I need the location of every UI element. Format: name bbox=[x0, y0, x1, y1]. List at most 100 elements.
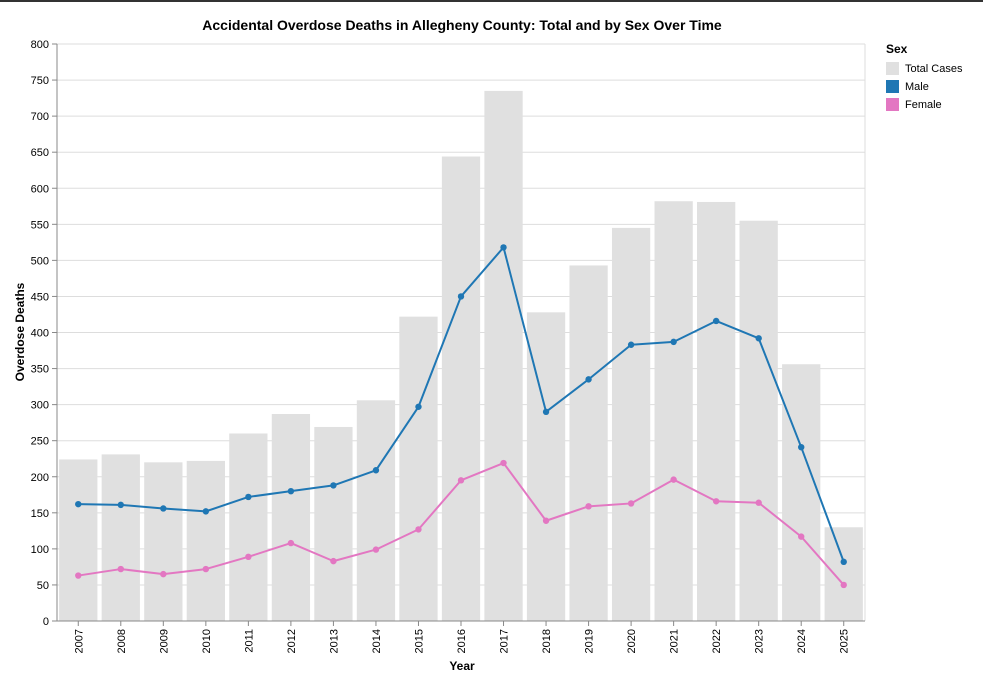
x-tick-label-2008: 2008 bbox=[116, 629, 128, 653]
bar-total-2021 bbox=[654, 201, 693, 622]
point-male-2021 bbox=[670, 338, 677, 346]
bar-total-2022 bbox=[697, 201, 736, 622]
y-tick-label-650: 650 bbox=[31, 147, 49, 159]
x-tick-label-2017: 2017 bbox=[499, 629, 511, 653]
legend-title: Sex bbox=[886, 42, 908, 56]
bar-total-2019 bbox=[569, 265, 608, 621]
point-male-2020 bbox=[627, 341, 635, 348]
x-tick-label-2016: 2016 bbox=[456, 629, 468, 653]
point-male-2017 bbox=[500, 244, 507, 251]
point-female-2023 bbox=[755, 499, 762, 506]
y-tick-label-400: 400 bbox=[31, 328, 49, 340]
x-tick-label-2013: 2013 bbox=[328, 629, 340, 653]
point-female-2022 bbox=[712, 498, 720, 505]
x-tick-label-2007: 2007 bbox=[73, 629, 85, 653]
point-female-2014 bbox=[372, 546, 380, 553]
bar-total-2010 bbox=[186, 460, 225, 621]
bar-total-2024 bbox=[782, 364, 821, 621]
point-female-2010 bbox=[202, 565, 210, 573]
point-male-2008 bbox=[117, 501, 124, 509]
bar-total-2025 bbox=[824, 527, 863, 621]
bar-total-2017 bbox=[484, 90, 523, 622]
bar-total-2014 bbox=[356, 400, 396, 621]
point-female-2012 bbox=[287, 539, 295, 547]
bar-total-2011 bbox=[229, 433, 268, 621]
point-male-2015 bbox=[415, 403, 422, 410]
point-male-2012 bbox=[287, 487, 295, 495]
bar-total-2008 bbox=[101, 454, 140, 621]
y-tick-label-250: 250 bbox=[31, 436, 49, 448]
legend-label-total-cases: Total Cases bbox=[905, 63, 963, 75]
bar-series-total bbox=[59, 90, 863, 622]
legend-swatch-female bbox=[886, 98, 899, 111]
legend-swatch-male bbox=[886, 80, 899, 93]
point-female-2013 bbox=[330, 557, 337, 565]
x-tick-label-2012: 2012 bbox=[286, 629, 298, 653]
x-tick-label-2009: 2009 bbox=[158, 629, 170, 653]
legend-label-male: Male bbox=[905, 81, 929, 93]
point-male-2025 bbox=[840, 558, 847, 566]
x-tick-label-2019: 2019 bbox=[584, 629, 596, 653]
x-tick-label-2010: 2010 bbox=[201, 629, 213, 653]
bar-total-2013 bbox=[314, 426, 353, 621]
legend-swatch-total-cases bbox=[886, 62, 899, 75]
point-male-2011 bbox=[245, 493, 252, 501]
x-tick-label-2014: 2014 bbox=[371, 629, 383, 653]
point-female-2016 bbox=[457, 477, 465, 484]
y-tick-label-350: 350 bbox=[31, 364, 49, 376]
point-male-2010 bbox=[202, 508, 210, 515]
y-tick-label-700: 700 bbox=[31, 111, 49, 123]
x-tick-label-2018: 2018 bbox=[541, 629, 553, 653]
legend-label-female: Female bbox=[905, 99, 942, 111]
x-tick-label-2021: 2021 bbox=[669, 629, 681, 653]
y-tick-label-550: 550 bbox=[31, 219, 49, 231]
bar-total-2012 bbox=[271, 414, 311, 621]
bar-total-2007 bbox=[59, 459, 98, 621]
point-male-2016 bbox=[457, 293, 465, 300]
point-female-2007 bbox=[75, 572, 82, 579]
y-axis-title: Overdose Deaths bbox=[13, 282, 27, 381]
x-tick-label-2020: 2020 bbox=[626, 629, 638, 653]
point-male-2024 bbox=[798, 443, 805, 451]
bar-total-2023 bbox=[739, 220, 778, 622]
window-top-border bbox=[0, 0, 983, 2]
x-tick-label-2024: 2024 bbox=[796, 629, 808, 653]
x-tick-label-2022: 2022 bbox=[711, 629, 723, 653]
y-tick-label-200: 200 bbox=[31, 472, 49, 484]
point-male-2018 bbox=[542, 408, 550, 416]
y-tick-label-800: 800 bbox=[31, 39, 49, 51]
y-tick-label-600: 600 bbox=[31, 183, 49, 195]
point-female-2015 bbox=[415, 526, 422, 533]
point-female-2017 bbox=[500, 459, 507, 467]
x-tick-label-2015: 2015 bbox=[413, 629, 425, 653]
point-female-2021 bbox=[670, 476, 677, 483]
axes: 0 50 100 150 200 250 300 350 400 450 500 550 600 650 7… bbox=[31, 39, 865, 653]
point-female-2008 bbox=[117, 565, 124, 573]
point-female-2020 bbox=[627, 500, 635, 507]
y-tick-label-750: 750 bbox=[31, 75, 49, 87]
point-male-2022 bbox=[712, 317, 720, 325]
point-male-2009 bbox=[160, 505, 167, 512]
bar-total-2020 bbox=[611, 227, 651, 621]
point-male-2013 bbox=[330, 482, 337, 489]
x-tick-label-2025: 2025 bbox=[839, 629, 851, 653]
bar-total-2016 bbox=[441, 156, 481, 621]
x-tick-label-2023: 2023 bbox=[754, 629, 766, 653]
x-tick-label-2011: 2011 bbox=[243, 629, 255, 653]
y-tick-label-0: 0 bbox=[43, 616, 49, 628]
bar-total-2009 bbox=[144, 462, 183, 621]
line-series bbox=[75, 244, 847, 589]
y-tick-label-50: 50 bbox=[37, 580, 49, 592]
point-female-2018 bbox=[542, 517, 550, 524]
chart-title: Accidental Overdose Deaths in Allegheny … bbox=[202, 17, 722, 33]
x-axis-title: Year bbox=[449, 659, 475, 673]
point-female-2009 bbox=[160, 570, 167, 578]
y-tick-label-500: 500 bbox=[31, 255, 49, 267]
legend: Sex Total Cases Male Female bbox=[886, 42, 963, 111]
y-tick-label-300: 300 bbox=[31, 400, 49, 412]
point-male-2019 bbox=[585, 376, 592, 383]
point-female-2024 bbox=[798, 533, 805, 540]
bar-total-2015 bbox=[399, 316, 438, 621]
y-tick-label-150: 150 bbox=[31, 508, 49, 520]
